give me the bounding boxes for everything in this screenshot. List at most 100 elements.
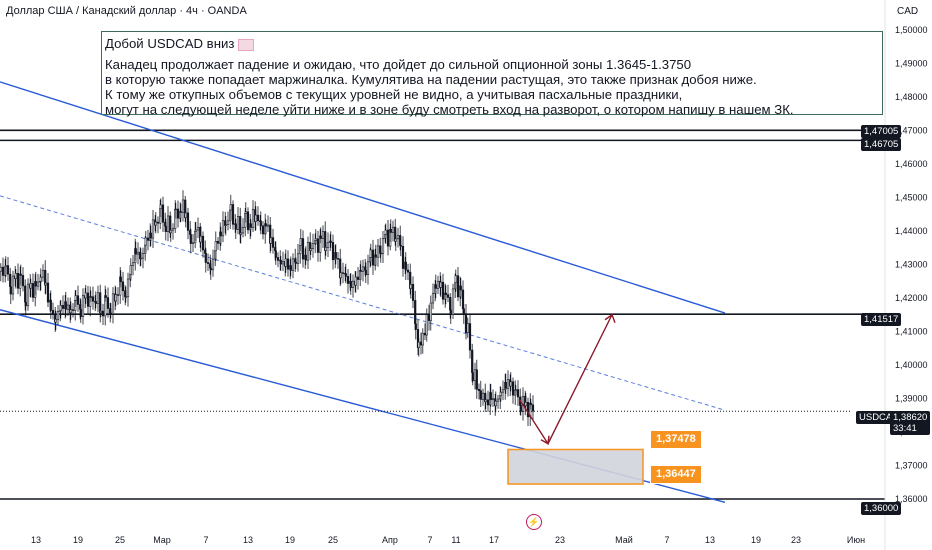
candle-body bbox=[384, 229, 387, 235]
candle-body bbox=[364, 269, 367, 275]
level-tag-1: 1,47005 bbox=[861, 125, 902, 138]
candle-body bbox=[166, 215, 170, 232]
candle-body bbox=[134, 248, 137, 255]
candle-body bbox=[529, 402, 532, 406]
y-tick-label: 1,43000 bbox=[895, 260, 928, 270]
candle-body bbox=[349, 280, 352, 288]
candle-body bbox=[386, 229, 390, 247]
candle-body bbox=[71, 309, 75, 311]
candle-body bbox=[66, 304, 70, 310]
candle-body bbox=[296, 253, 300, 264]
candle-body bbox=[214, 240, 217, 252]
candle-body bbox=[54, 319, 57, 323]
candle-body bbox=[89, 296, 92, 298]
candle-body bbox=[316, 238, 320, 253]
candle-body bbox=[109, 312, 112, 315]
candle-body bbox=[211, 258, 215, 271]
candle-body bbox=[411, 284, 415, 301]
annotation-box[interactable]: Добой USDCAD вниз Канадец продолжает пад… bbox=[101, 31, 883, 117]
y-tick-label: 1,47000 bbox=[895, 126, 928, 136]
candle-body bbox=[425, 314, 428, 336]
candle-body bbox=[486, 399, 490, 406]
arrow-head bbox=[604, 313, 616, 323]
candle-body bbox=[156, 221, 160, 224]
candle-body bbox=[204, 253, 207, 263]
candle-body bbox=[427, 314, 431, 321]
candle-body bbox=[86, 292, 90, 307]
x-tick-label: 7 bbox=[664, 535, 669, 545]
candle-body bbox=[191, 242, 195, 244]
x-tick-label: 19 bbox=[73, 535, 83, 545]
x-tick-label: Апр bbox=[382, 535, 398, 545]
candle-body bbox=[301, 238, 305, 260]
candle-body bbox=[104, 295, 107, 298]
current-price-badge: 1,38620 33:41 bbox=[890, 411, 931, 435]
y-tick-label: 1,48000 bbox=[895, 92, 928, 102]
candle-body bbox=[1, 266, 5, 276]
candle-body bbox=[475, 369, 478, 390]
candle-body bbox=[524, 401, 527, 407]
candle-body bbox=[146, 237, 150, 241]
candle-body bbox=[51, 310, 55, 315]
candle-body bbox=[434, 284, 437, 289]
candle-body bbox=[46, 282, 50, 303]
candle-body bbox=[441, 281, 445, 300]
candle-body bbox=[439, 281, 442, 288]
candle-body bbox=[144, 237, 147, 246]
candle-body bbox=[241, 226, 245, 234]
candle-body bbox=[101, 310, 105, 317]
candle-body bbox=[329, 240, 332, 243]
candle-body bbox=[359, 270, 362, 272]
x-tick-label: 17 bbox=[489, 535, 499, 545]
x-tick-label: 13 bbox=[705, 535, 715, 545]
x-tick-label: 13 bbox=[243, 535, 253, 545]
candle-body bbox=[431, 293, 435, 304]
candle-body bbox=[429, 302, 432, 321]
candle-body bbox=[16, 273, 20, 289]
candle-body bbox=[94, 301, 97, 304]
candle-body bbox=[196, 226, 200, 231]
candle-body bbox=[351, 280, 355, 288]
candle-body bbox=[181, 199, 185, 213]
y-tick-label: 1,44000 bbox=[895, 226, 928, 236]
candle-body bbox=[331, 242, 335, 261]
candle-body bbox=[371, 249, 375, 266]
candle-body bbox=[169, 229, 172, 234]
candle-body bbox=[14, 273, 17, 279]
candle-body bbox=[151, 219, 155, 239]
candle-body bbox=[421, 332, 424, 346]
option-zone-box bbox=[507, 448, 644, 485]
candle-body bbox=[289, 265, 292, 271]
candle-body bbox=[259, 220, 262, 227]
candle-body bbox=[401, 245, 405, 269]
candle-body bbox=[396, 235, 400, 240]
candle-body bbox=[136, 251, 140, 255]
candle-body bbox=[444, 292, 447, 295]
candle-body bbox=[376, 245, 380, 258]
x-tick-label: 19 bbox=[751, 535, 761, 545]
candle-body bbox=[121, 281, 125, 292]
candle-body bbox=[219, 231, 222, 237]
candle-body bbox=[494, 400, 497, 407]
candle-body bbox=[286, 258, 290, 270]
zone-upper-label: 1,37478 bbox=[650, 430, 702, 449]
candle-body bbox=[526, 401, 530, 418]
candle-body bbox=[0, 266, 2, 272]
candle-body bbox=[99, 310, 102, 314]
candle-body bbox=[11, 275, 15, 295]
candle-body bbox=[511, 381, 515, 396]
lightning-event-icon[interactable]: ⚡ bbox=[526, 514, 542, 530]
candle-body bbox=[34, 281, 37, 287]
candle-body bbox=[249, 223, 252, 228]
projection-arrow bbox=[519, 314, 613, 446]
candle-body bbox=[269, 237, 272, 244]
candle-body bbox=[236, 216, 240, 230]
candle-body bbox=[274, 250, 277, 258]
candle-body bbox=[159, 204, 162, 210]
x-tick-label: 11 bbox=[451, 535, 460, 545]
candle-body bbox=[154, 221, 157, 226]
candle-body bbox=[201, 235, 205, 251]
candle-body bbox=[436, 280, 440, 289]
candle-body bbox=[184, 212, 187, 219]
